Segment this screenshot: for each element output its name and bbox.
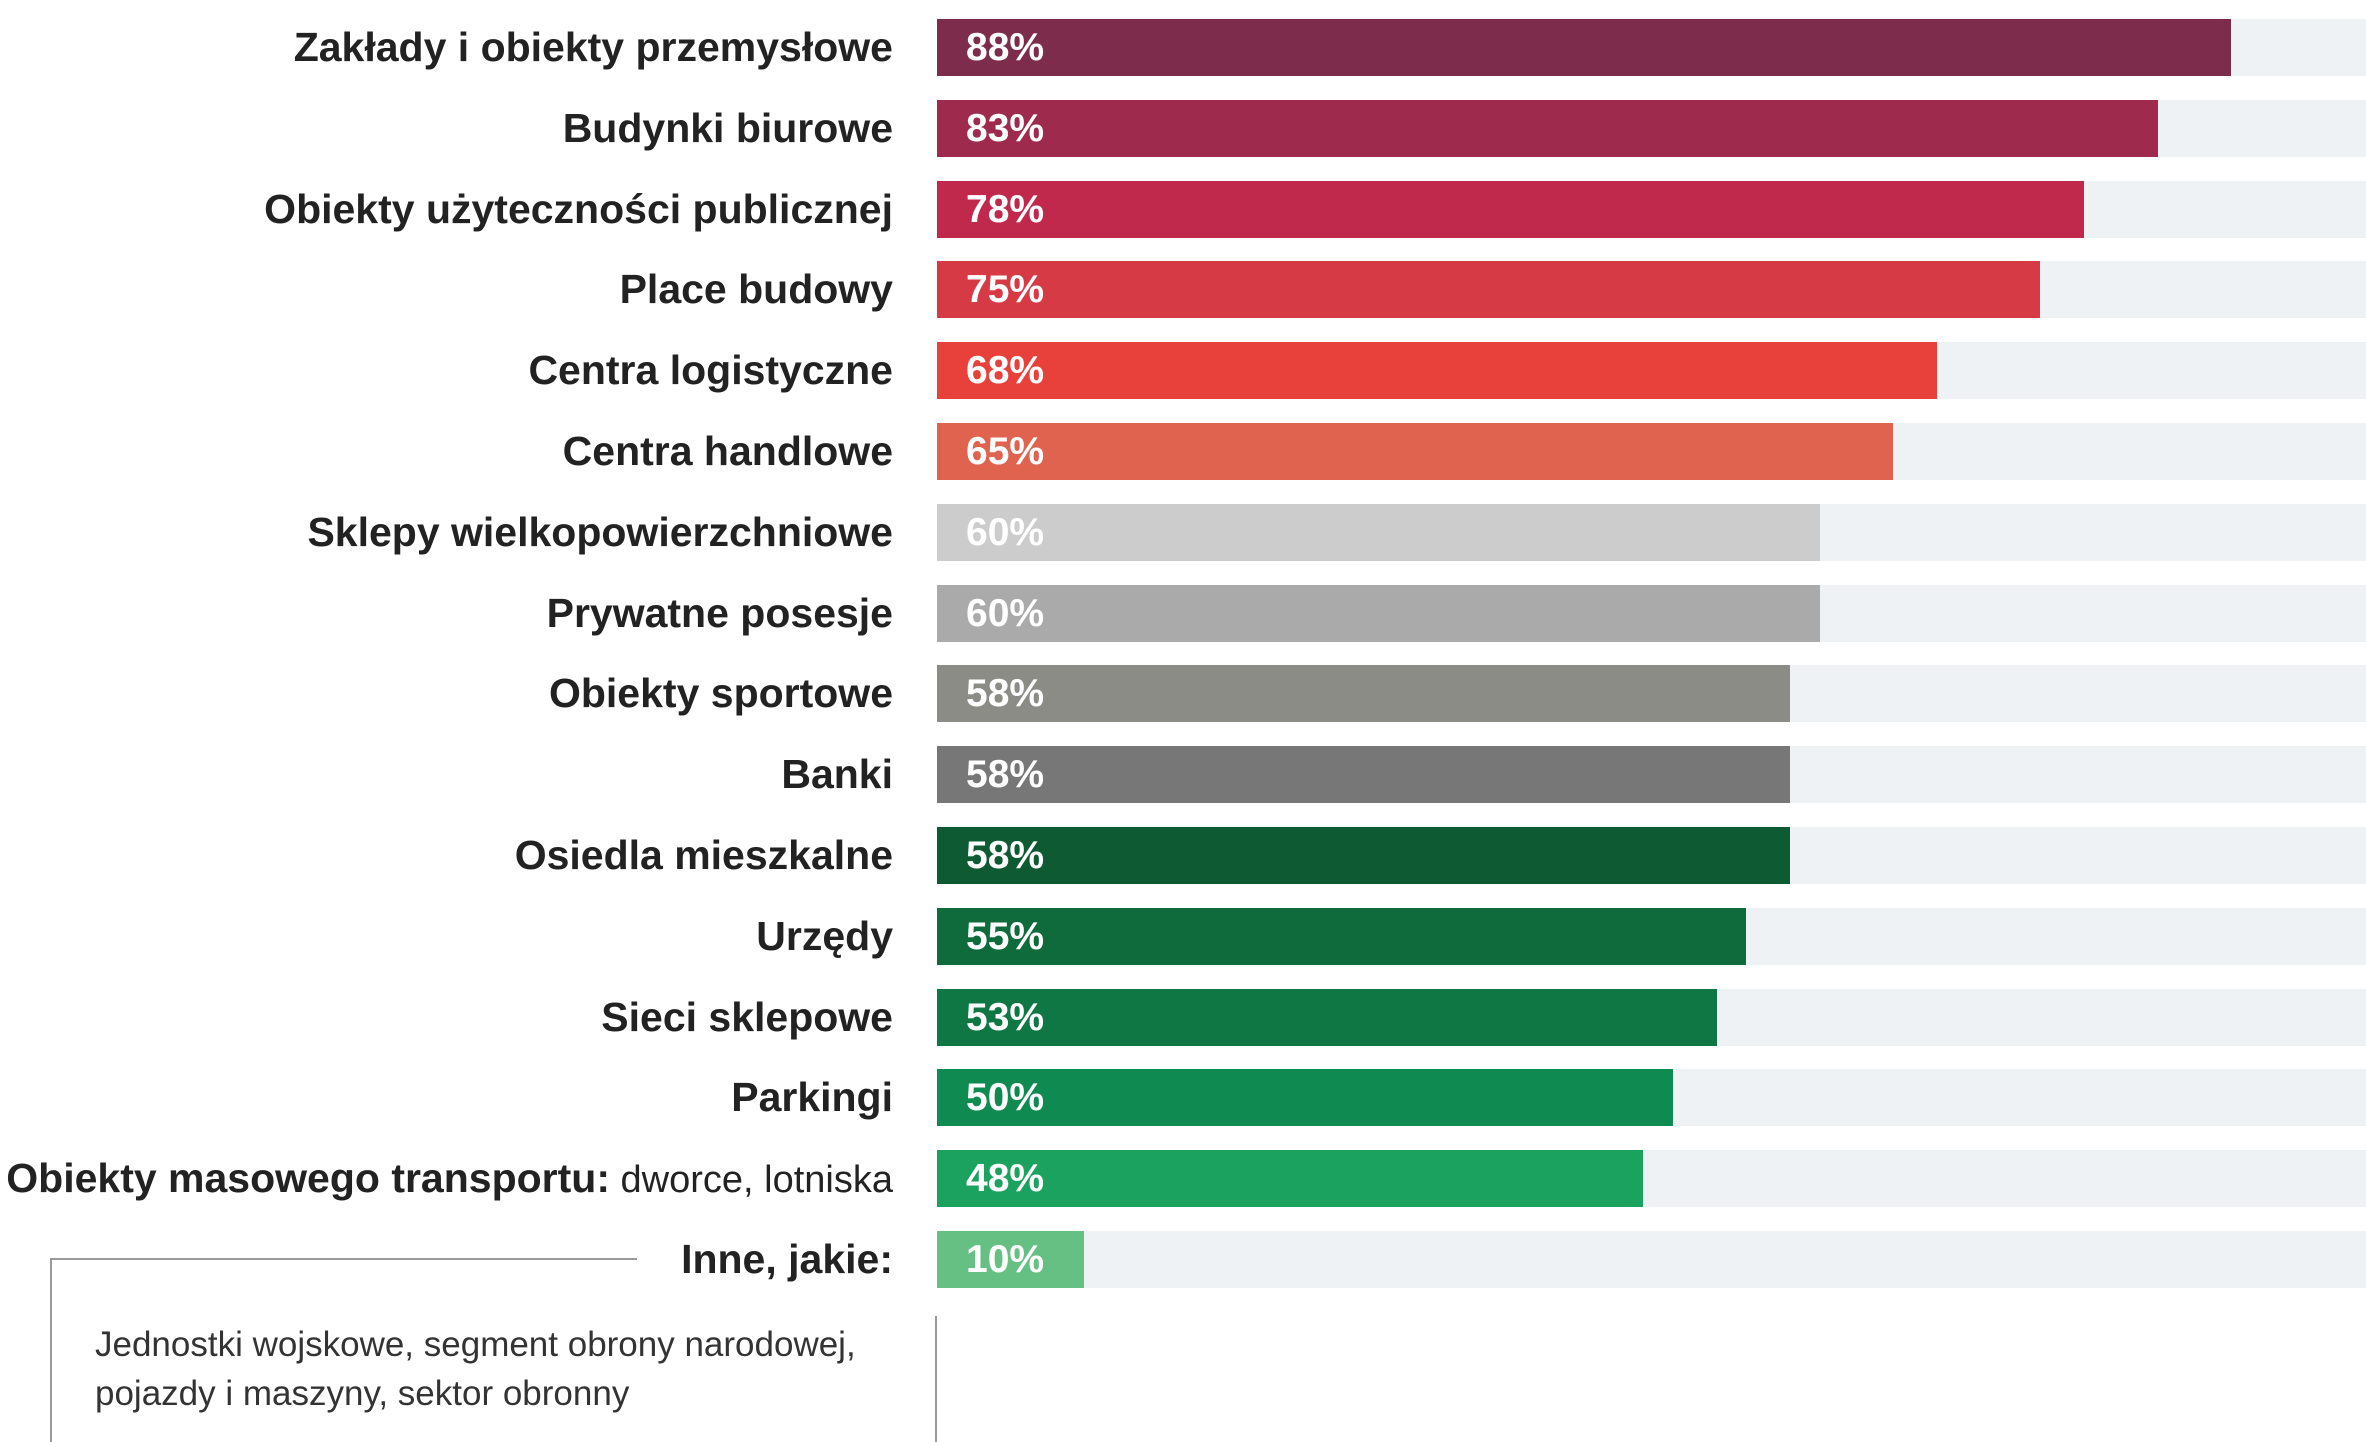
callout-left-border [50, 1258, 52, 1442]
bar [937, 665, 1790, 722]
category-name: Banki [781, 751, 893, 797]
category-label: Sieci sklepowe [601, 997, 893, 1038]
value-label: 58% [966, 672, 1045, 715]
category-label: Banki [781, 754, 893, 795]
category-label: Osiedla mieszkalne [515, 835, 893, 876]
category-name: Sieci sklepowe [601, 994, 893, 1040]
bar [937, 19, 2231, 76]
category-name: Sklepy wielkopowierzchniowe [307, 509, 893, 555]
value-label: 65% [966, 430, 1045, 473]
bar [937, 423, 1893, 480]
category-label: Sklepy wielkopowierzchniowe [307, 512, 893, 553]
value-label: 78% [966, 188, 1045, 231]
category-label: Urzędy [756, 916, 893, 957]
value-label: 68% [966, 349, 1045, 392]
bar [937, 100, 2158, 157]
category-label: Budynki biurowe [563, 108, 893, 149]
value-label: 60% [966, 592, 1045, 635]
bar [937, 827, 1790, 884]
category-name: Osiedla mieszkalne [514, 832, 893, 878]
category-name: Parkingi [731, 1074, 893, 1120]
category-label: Obiekty użyteczności publicznej [264, 189, 893, 230]
category-name: Centra logistyczne [528, 347, 893, 393]
category-name: Urzędy [756, 913, 893, 959]
value-label: 50% [966, 1076, 1045, 1119]
bar [937, 1231, 1084, 1288]
category-name: Place budowy [619, 266, 893, 312]
value-label: 75% [966, 268, 1045, 311]
value-label: 58% [966, 753, 1045, 796]
category-name: Inne, jakie: [681, 1236, 893, 1282]
category-name: Obiekty użyteczności publicznej [264, 186, 893, 232]
bar [937, 908, 1746, 965]
value-label: 88% [966, 26, 1045, 69]
callout-top-border [50, 1258, 637, 1260]
value-label: 55% [966, 915, 1045, 958]
bar [937, 989, 1717, 1046]
category-name: Obiekty sportowe [548, 670, 893, 716]
bar-track [937, 1231, 2366, 1288]
value-label: 53% [966, 996, 1045, 1039]
value-label: 58% [966, 834, 1045, 877]
callout-right-border [935, 1316, 937, 1442]
category-label: Centra handlowe [563, 431, 893, 472]
category-label: Centra logistyczne [528, 350, 893, 391]
value-label: 10% [966, 1238, 1045, 1281]
bar [937, 261, 2040, 318]
category-name: Zakłady i obiekty przemysłowe [293, 24, 893, 70]
bar [937, 181, 2084, 238]
bar [937, 342, 1937, 399]
category-name: Obiekty masowego transportu: [6, 1155, 610, 1201]
bar [937, 1150, 1643, 1207]
category-label: Prywatne posesje [547, 593, 893, 634]
category-label: Obiekty masowego transportu: dworce, lot… [6, 1155, 893, 1201]
category-label: Obiekty sportowe [549, 673, 893, 714]
value-label: 83% [966, 107, 1045, 150]
category-name: Prywatne posesje [546, 590, 893, 636]
value-label: 60% [966, 511, 1045, 554]
bar [937, 746, 1790, 803]
callout-text: Jednostki wojskowe, segment obrony narod… [95, 1325, 856, 1413]
value-label: 48% [966, 1157, 1045, 1200]
category-name: Budynki biurowe [562, 105, 893, 151]
category-name: Centra handlowe [562, 428, 893, 474]
category-label: Parkingi [731, 1077, 893, 1118]
category-label: Place budowy [620, 269, 893, 310]
bar [937, 1069, 1673, 1126]
category-label: Zakłady i obiekty przemysłowe [294, 27, 893, 68]
category-label: Inne, jakie: [681, 1239, 893, 1280]
other-answers-callout: Jednostki wojskowe, segment obrony narod… [50, 1258, 937, 1442]
category-note: dworce, lotniska [609, 1159, 893, 1201]
bar [937, 504, 1820, 561]
bar [937, 585, 1820, 642]
